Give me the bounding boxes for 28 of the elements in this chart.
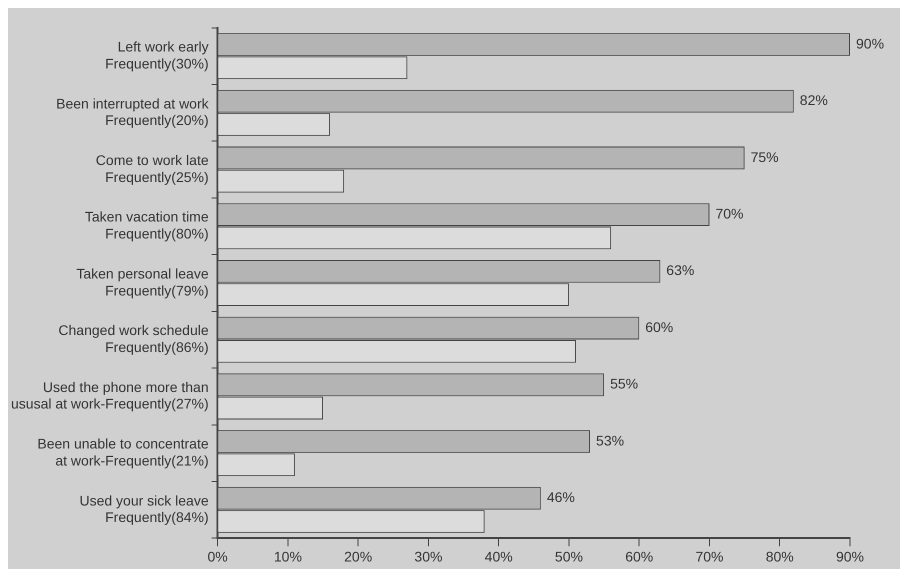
y-tick-label: Taken vacation time Frequently(80%) [84, 208, 209, 242]
y-tick-label: Used the phone more than ususal at work-Frequently(27%) [10, 378, 209, 412]
x-tick-label: 30% [414, 548, 442, 564]
y-tick-label: Come to work late Frequently(25%) [96, 152, 209, 185]
x-tick-label: 70% [695, 548, 724, 564]
y-tick-label: Been unable to concentrate at work-Frequently(21%) [37, 436, 209, 468]
x-tick-label: 10% [274, 548, 302, 564]
data-label: 60% [645, 318, 674, 335]
data-label: 75% [750, 148, 779, 165]
x-tick-label: 0% [208, 548, 228, 564]
y-tick-label: Been interrupted at work Frequently(20%) [56, 95, 210, 128]
y-tick-label: Taken personal leave Frequently(79%) [76, 265, 209, 298]
x-tick-label: 80% [766, 548, 794, 564]
data-label: 55% [610, 376, 638, 392]
x-tick-label: 20% [344, 548, 372, 564]
data-label: 90% [856, 35, 884, 52]
y-tick-label: Changed work schedule Frequently(86%) [58, 322, 209, 355]
data-label: 70% [715, 206, 744, 222]
x-tick-label: 60% [625, 548, 654, 564]
y-tick-label: Left work early Frequently(30%) [105, 38, 209, 72]
data-label: 82% [800, 92, 828, 108]
data-label: 63% [666, 262, 694, 278]
data-label: 53% [596, 432, 624, 448]
x-tick-label: 50% [554, 548, 583, 564]
y-tick-label: Used your sick leave Frequently(84%) [79, 492, 209, 526]
x-tick-label: 90% [836, 548, 864, 564]
data-label: 46% [546, 489, 575, 506]
x-tick-label: 40% [484, 548, 513, 564]
